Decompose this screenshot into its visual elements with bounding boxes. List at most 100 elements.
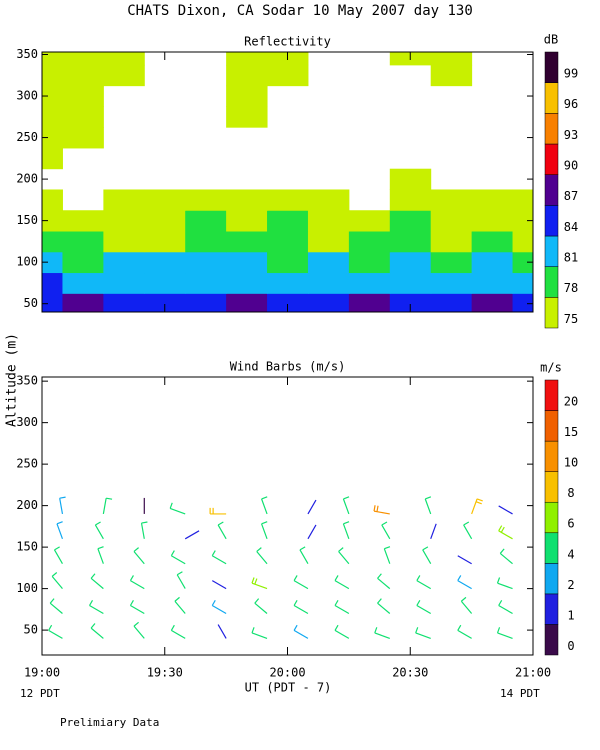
right-note: 14 PDT — [500, 687, 540, 700]
wind-barb — [97, 546, 104, 564]
y-tick-label: 350 — [16, 374, 38, 388]
barb-line — [293, 600, 309, 615]
barb-line — [51, 572, 63, 589]
barb-line — [261, 496, 268, 515]
wind-barb — [261, 496, 268, 515]
heat-cell — [430, 272, 473, 294]
barb-line — [496, 627, 513, 639]
wind-barb — [416, 575, 432, 590]
barb-line — [49, 598, 63, 614]
heat-cell — [267, 210, 309, 232]
heat-cell — [226, 251, 268, 274]
barb-line — [251, 577, 268, 590]
heat-cell — [226, 189, 268, 211]
barb-line — [334, 624, 350, 639]
barb-line — [251, 627, 268, 639]
barb-line — [416, 600, 432, 615]
heat-cell — [42, 293, 63, 313]
heat-cell — [430, 210, 473, 232]
heat-cell — [42, 251, 63, 274]
wind-barb — [496, 627, 513, 639]
barb-line — [176, 571, 186, 589]
barb-line — [334, 575, 350, 590]
x-tick-label: 20:00 — [269, 666, 305, 680]
barb-line — [471, 498, 483, 515]
barb-line — [88, 600, 104, 615]
colorbar-tick-label: 4 — [567, 547, 574, 561]
y-tick-label: 300 — [16, 415, 38, 429]
barb-line — [256, 547, 268, 565]
wind-barb — [342, 496, 350, 515]
y-tick-label: 150 — [16, 540, 38, 554]
barb-line — [90, 573, 104, 590]
colorbar-tick-label: 10 — [564, 456, 578, 470]
colorbar-tick-label: 99 — [564, 67, 578, 81]
heat-cell — [103, 64, 145, 87]
wind-barb — [129, 600, 145, 615]
heat-cell — [226, 85, 268, 107]
barb-line — [170, 550, 186, 565]
barb-line — [48, 624, 63, 639]
wind-barb — [307, 499, 317, 515]
colorbar-band — [544, 235, 559, 267]
colorbar-tick-label: 93 — [564, 128, 578, 142]
heat-cell — [307, 272, 350, 294]
wind-barb — [293, 600, 309, 615]
colorbar-band — [544, 532, 559, 564]
wind-barb — [184, 530, 200, 540]
heat-cell — [144, 293, 186, 313]
heat-cell — [185, 251, 227, 274]
wind-barb — [499, 548, 513, 565]
wind-barb — [293, 575, 309, 590]
barb-line — [53, 546, 63, 565]
heat-cell — [389, 293, 432, 313]
wind-barb — [498, 505, 513, 515]
heat-cell — [185, 210, 227, 232]
heat-cell — [471, 272, 514, 294]
y-tick-label: 100 — [16, 581, 38, 595]
heat-cell — [430, 293, 473, 313]
wind-barb — [251, 577, 268, 590]
wind-barb — [170, 550, 186, 565]
barb-line — [307, 524, 317, 540]
wind-barb — [49, 598, 63, 614]
heat-cell — [348, 210, 391, 232]
wind-barb — [471, 498, 483, 515]
heat-cell — [307, 210, 350, 232]
barb-line — [334, 600, 350, 615]
barb-line — [211, 600, 227, 615]
wind-barb — [251, 627, 268, 639]
heat-cell — [471, 231, 514, 253]
colorbar-tick-label: 84 — [564, 220, 578, 234]
heat-cell — [42, 231, 63, 253]
wind-barb — [211, 550, 227, 565]
barb-line — [342, 496, 350, 515]
barb-line — [460, 596, 473, 614]
panel-title: Wind Barbs (m/s) — [230, 360, 346, 374]
colorbar-band — [544, 501, 559, 534]
wind-barb — [209, 507, 227, 515]
y-axis-label: Altitude (m) — [5, 333, 20, 427]
wind-barb — [170, 624, 186, 639]
heat-cell — [62, 52, 104, 66]
heat-cell — [42, 147, 63, 170]
barb-line — [97, 546, 104, 564]
heat-cell — [430, 52, 473, 66]
barb-line — [430, 523, 437, 540]
footer: Prelimiary Data — [60, 716, 159, 729]
heat-cell — [512, 293, 534, 313]
x-tick-label: 19:30 — [147, 666, 183, 680]
heat-cell — [307, 293, 350, 313]
colorbar-band — [544, 410, 559, 442]
heat-cell — [62, 251, 104, 274]
barb-line — [261, 521, 268, 540]
wind-barb — [430, 523, 437, 540]
wind-barb — [102, 497, 113, 515]
x-tick-label: 19:00 — [24, 666, 60, 680]
barb-line — [457, 555, 472, 565]
heat-cell — [267, 64, 309, 87]
heat-cell — [62, 127, 104, 149]
heat-cell — [42, 210, 63, 232]
barb-line — [415, 627, 431, 639]
